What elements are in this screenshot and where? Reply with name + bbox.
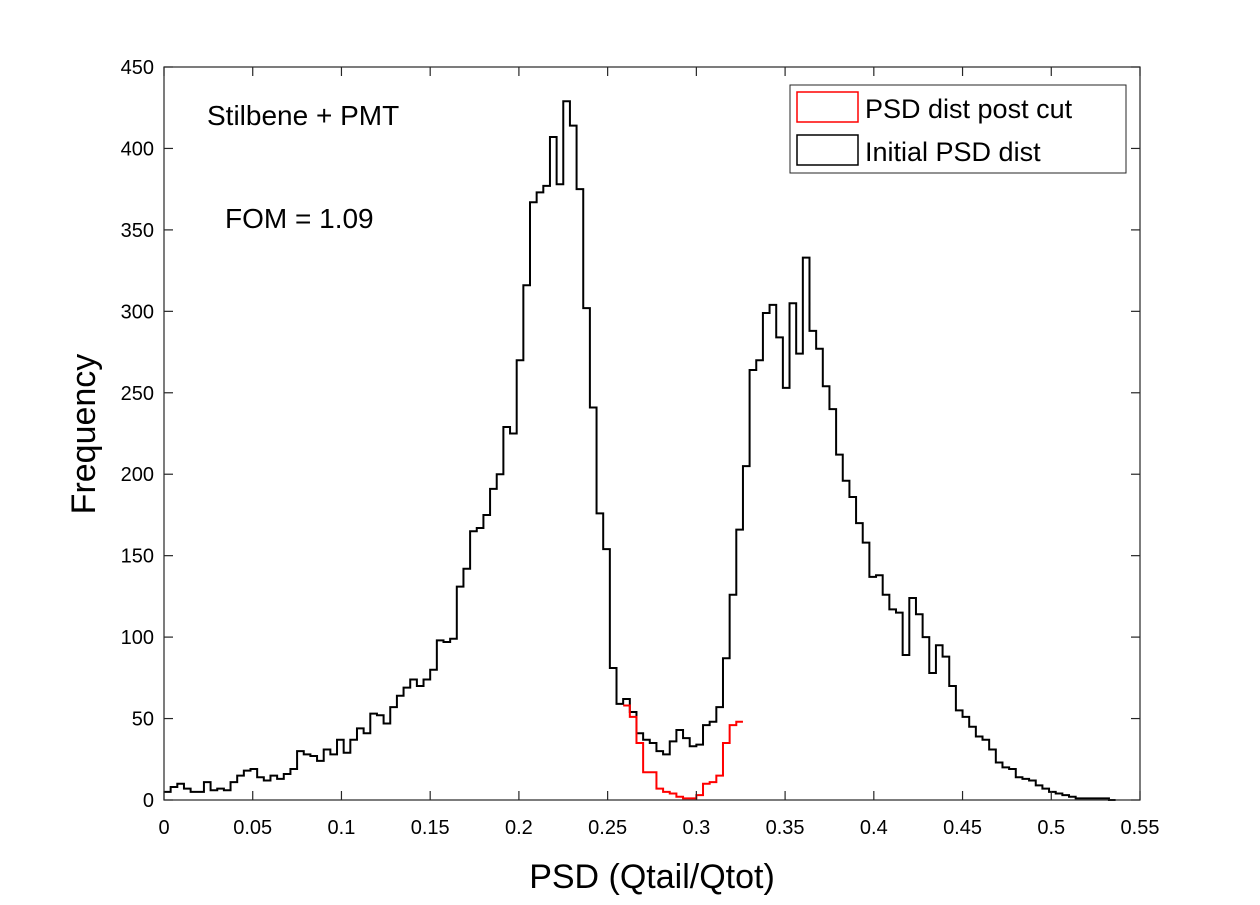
legend-label-post-cut: PSD dist post cut [865,94,1073,124]
legend-swatch-post-cut [796,91,859,123]
legend-label-initial: Initial PSD dist [865,137,1041,167]
x-tick-label: 0.25 [588,817,627,839]
x-tick-label: 0.15 [411,817,450,839]
annotation-fom: FOM = 1.09 [225,203,374,234]
x-tick-label: 0.2 [505,817,533,839]
y-tick-label: 450 [121,57,154,79]
y-tick-label: 150 [121,546,154,568]
x-tick-label: 0.1 [328,817,356,839]
annotation-detector: Stilbene + PMT [207,100,399,131]
x-axis-label: PSD (Qtail/Qtot) [529,858,775,896]
series-line-initial-psd-dist [164,100,1116,801]
x-tick-label: 0.05 [233,817,272,839]
plot-area [164,67,1140,800]
y-tick-label: 50 [132,709,154,731]
series-layer [164,100,1116,801]
x-tick-label: 0 [158,817,169,839]
x-tick-label: 0.45 [943,817,982,839]
series-line-psd-dist-post-cut [623,704,743,800]
x-tick-label: 0.55 [1121,817,1160,839]
legend: PSD dist post cut Initial PSD dist [789,84,1127,174]
y-tick-label: 250 [121,383,154,405]
y-tick-label: 0 [143,790,154,812]
y-tick-label: 300 [121,301,154,323]
plot-frame [163,66,1141,801]
ticks-layer [163,66,1141,801]
x-tick-label: 0.35 [766,817,805,839]
x-tick-label: 0.4 [860,817,888,839]
y-tick-label: 100 [121,627,154,649]
y-tick-label: 400 [121,138,154,160]
y-tick-label: 350 [121,220,154,242]
y-tick-label: 200 [121,464,154,486]
x-tick-labels: 0 0.05 0.1 0.15 0.2 0.25 0.3 0.35 0.4 0.45 0.5 0.55 [158,817,1159,839]
y-tick-labels: 0 50 100 150 200 250 300 350 400 450 [121,57,154,812]
x-tick-label: 0.3 [682,817,710,839]
x-tick-label: 0.5 [1037,817,1065,839]
legend-swatch-initial [796,134,859,166]
y-axis-label: Frequency [65,354,103,515]
